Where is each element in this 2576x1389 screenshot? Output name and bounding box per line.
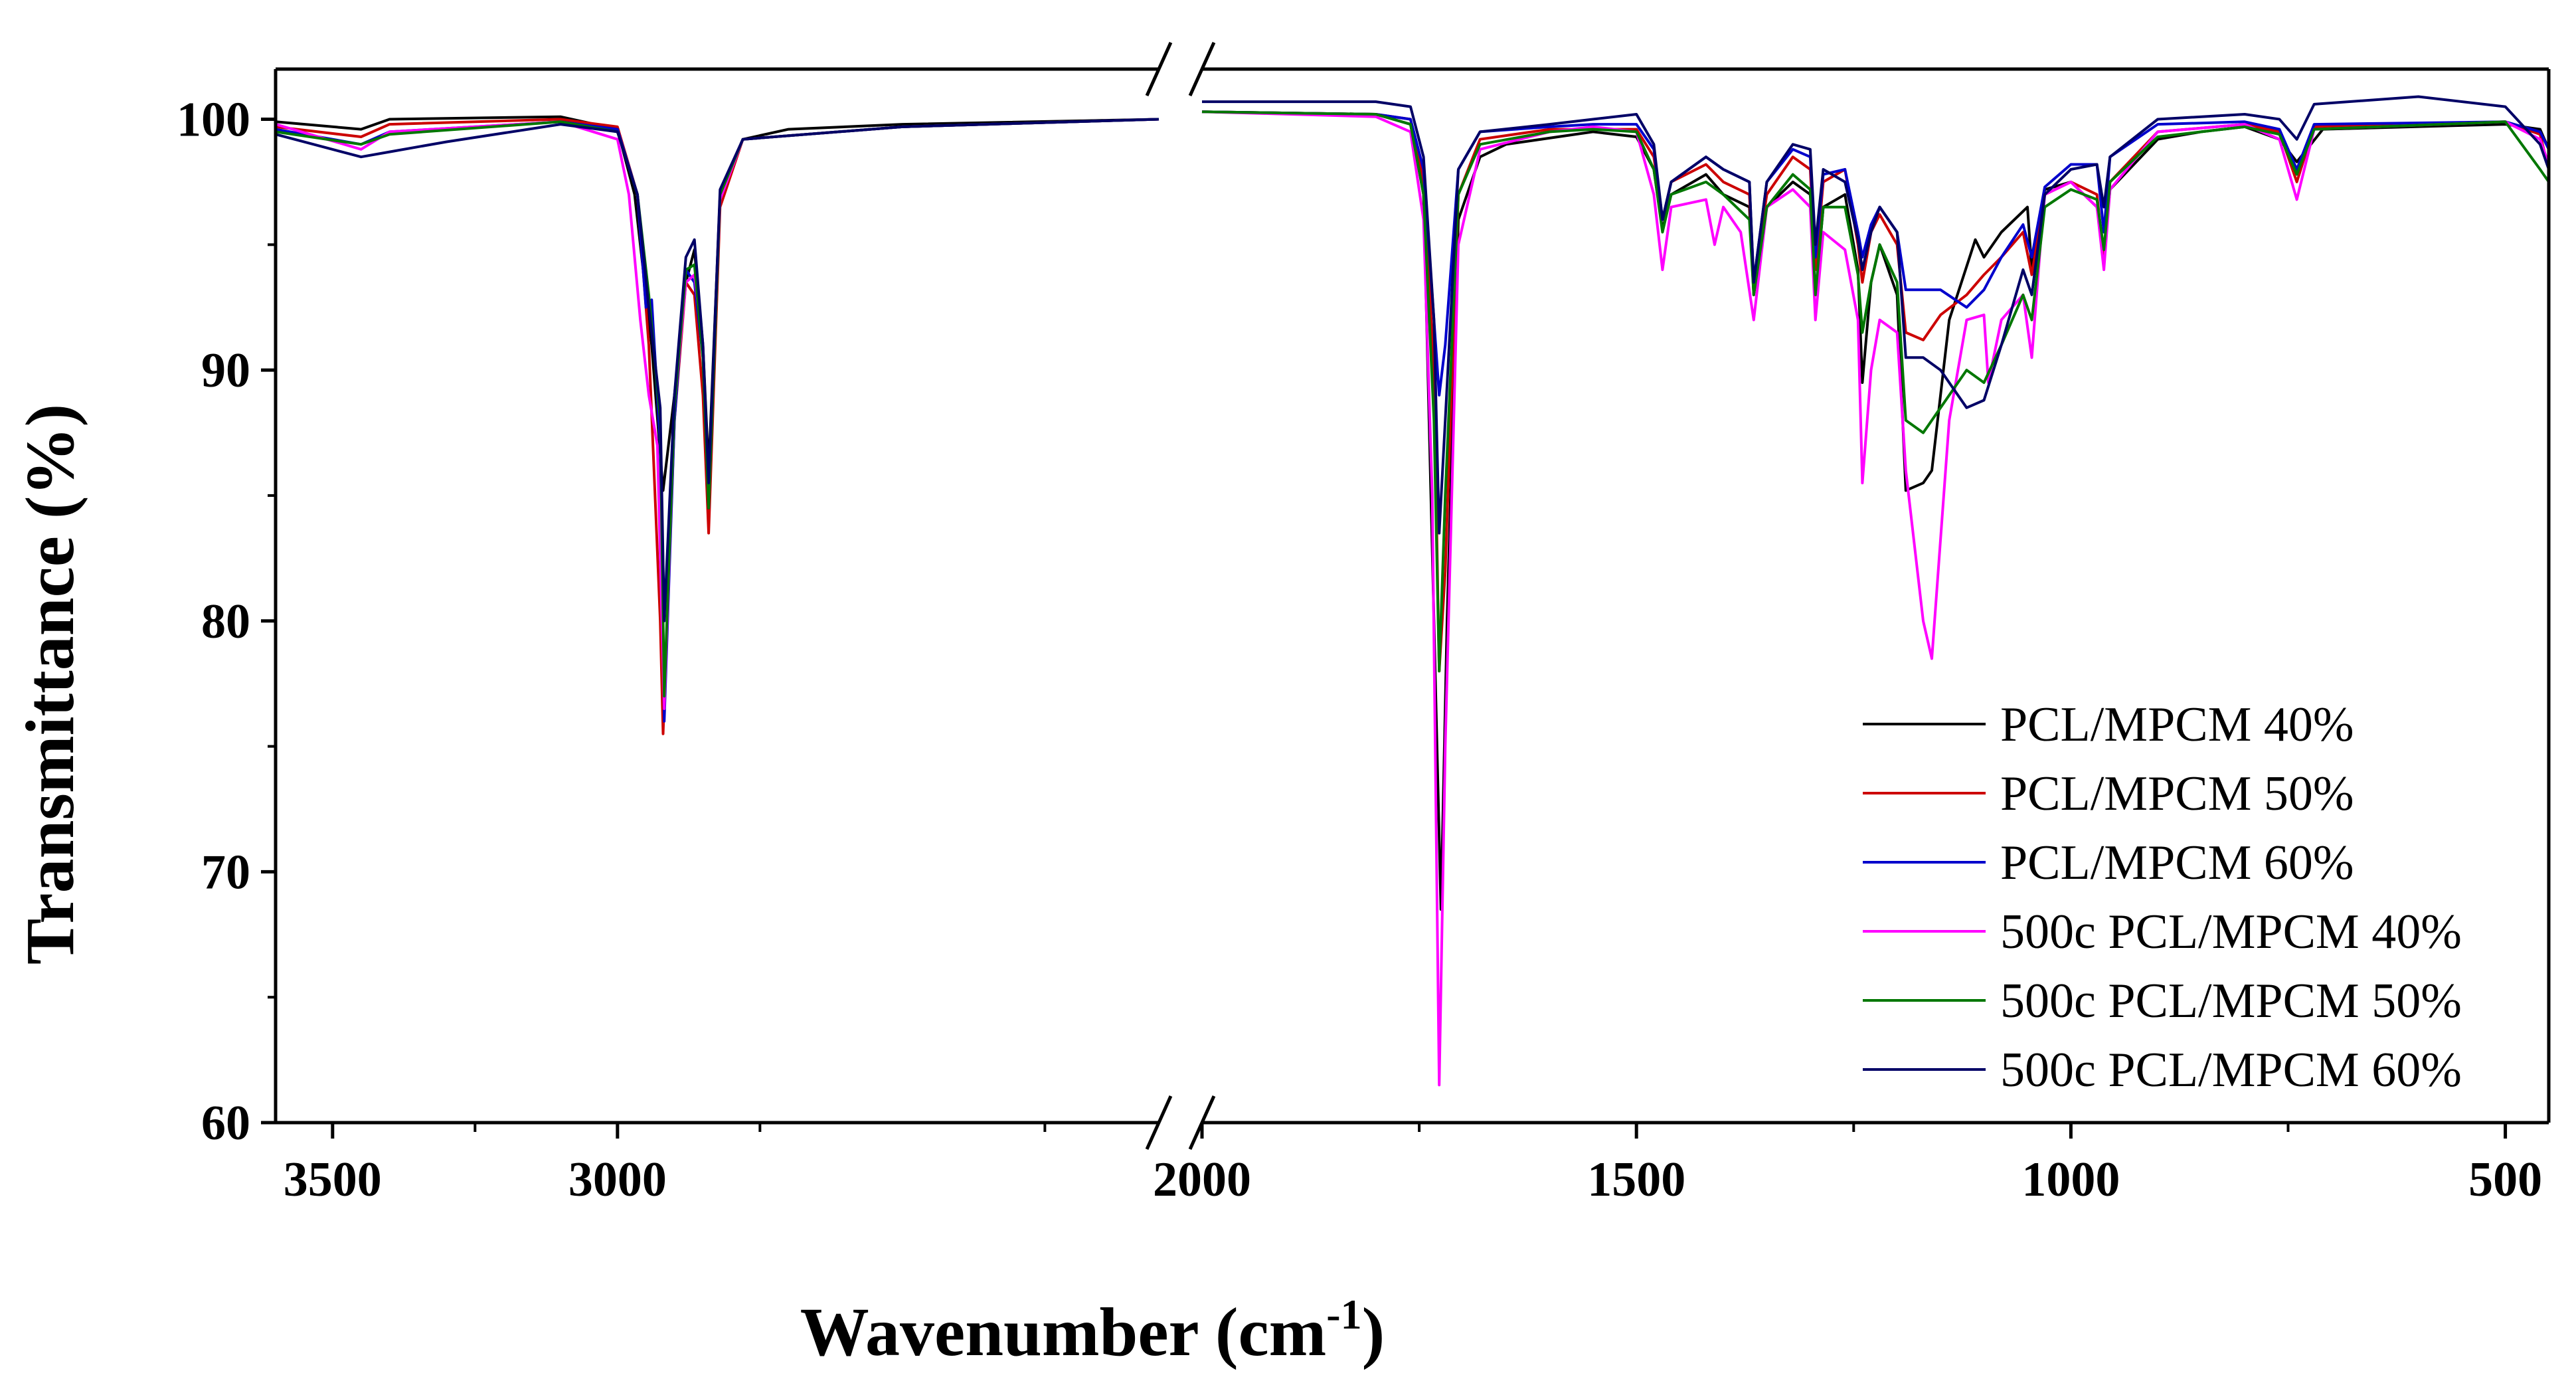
axis-layer: 60 70 80 90 100 3500 3000 2000 1500 1000 500: [177, 41, 2551, 1207]
x-axis-title: Wavenumber (cm-1): [800, 1291, 1385, 1370]
legend-label-2: PCL/MPCM 50%: [2000, 767, 2354, 821]
series-line-6-left: [276, 118, 1159, 622]
x-tick-label-3500: 3500: [284, 1153, 382, 1207]
x-tick-label-2000: 2000: [1153, 1153, 1251, 1207]
x-axis-title-main: Wavenumber (cm: [800, 1294, 1326, 1370]
series-line-4-left: [276, 118, 1159, 710]
y-tick-label-90: 90: [201, 343, 250, 398]
series-line-5-left: [276, 118, 1159, 697]
series-layer: [276, 95, 2549, 1087]
axis-break-mark-top-1: [1145, 41, 1173, 97]
legend-label-6: 500c PCL/MPCM 60%: [2000, 1043, 2462, 1097]
y-tick-label-100: 100: [177, 93, 250, 147]
x-tick-label-3000: 3000: [568, 1153, 667, 1207]
y-tick-label-60: 60: [201, 1096, 250, 1151]
x-tick-label-500: 500: [2468, 1153, 2542, 1207]
legend-label-1: PCL/MPCM 40%: [2000, 697, 2354, 752]
y-tick-label-70: 70: [201, 845, 250, 899]
series-line-2-left: [276, 118, 1159, 735]
series-line-2-right: [1201, 110, 2549, 673]
x-axis-title-sup: -1: [1326, 1291, 1361, 1338]
legend-label-3: PCL/MPCM 60%: [2000, 836, 2354, 890]
series-line-5-right: [1201, 110, 2549, 673]
axis-break-mark-top-2: [1188, 41, 1216, 97]
series-line-6-right: [1202, 95, 2549, 535]
series-line-1-right: [1201, 110, 2549, 911]
y-axis-title: Transmittance (%): [12, 404, 88, 965]
series-group: [276, 95, 2549, 1087]
y-tick-label-80: 80: [201, 595, 250, 649]
legend: PCL/MPCM 40% PCL/MPCM 50% PCL/MPCM 60% 500c…: [1863, 697, 2462, 1097]
x-tick-label-1500: 1500: [1587, 1153, 1685, 1207]
series-line-3-left: [276, 118, 1159, 723]
legend-label-4: 500c PCL/MPCM 40%: [2000, 905, 2462, 959]
legend-label-5: 500c PCL/MPCM 50%: [2000, 974, 2462, 1028]
x-tick-label-1000: 1000: [2021, 1153, 2120, 1207]
x-axis-title-close: ): [1362, 1294, 1385, 1370]
axis-break-mark-bottom-1: [1145, 1095, 1173, 1151]
